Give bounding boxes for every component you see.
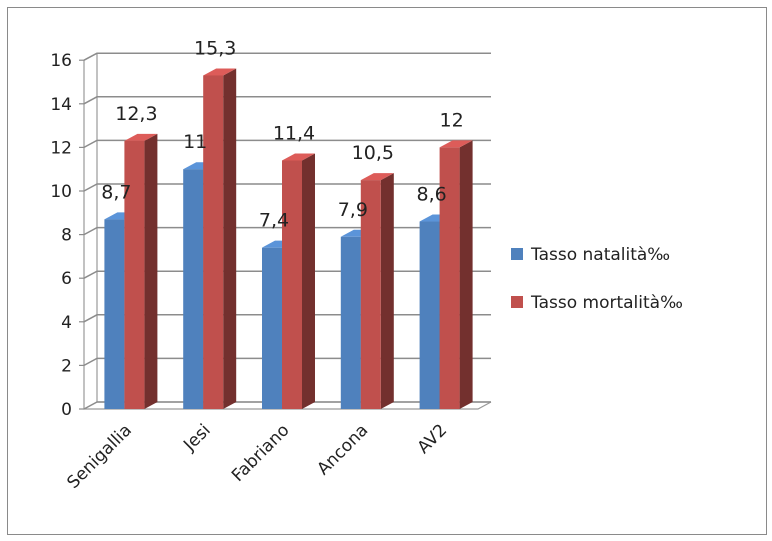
bar (340, 236, 361, 409)
x-tick-label: Senigallia (63, 420, 136, 493)
legend-swatch (511, 248, 523, 260)
gridline (83, 226, 491, 236)
y-tick-label: 14 (50, 95, 72, 115)
gridline (83, 96, 491, 105)
data-label: 8,7 (101, 181, 131, 203)
data-labels: 8,7 12,3 11 15,3 7,4 11,4 7,9 10,5 8,6 12 (101, 37, 463, 231)
bar (419, 221, 440, 409)
bar (360, 180, 381, 409)
bar (183, 169, 204, 409)
data-label: 7,4 (259, 210, 289, 232)
legend: Tasso natalità‰ Tasso mortalità‰ (511, 245, 683, 313)
data-label: 15,3 (194, 37, 236, 59)
gridlines (83, 52, 491, 410)
y-tick-label: 8 (61, 226, 72, 246)
bar-top (439, 140, 473, 148)
data-label: 8,6 (416, 184, 446, 206)
x-tick-label: Jesi (179, 420, 214, 455)
bar (262, 247, 282, 409)
bar (203, 75, 224, 410)
bar-chart: 0 2 4 6 8 10 12 14 16 8,7 12,3 11 15,3 7,4 11,4 7,9 10,… (50, 37, 683, 493)
bar (124, 140, 145, 410)
y-tick-label: 6 (61, 269, 72, 289)
chart-frame: 0 2 4 6 8 10 12 14 16 8,7 12,3 11 15,3 7,4 11,4 7,9 10,… (7, 7, 767, 535)
data-label: 10,5 (352, 142, 394, 164)
legend-label: Tasso natalità‰ (530, 245, 670, 265)
y-tick-label: 10 (50, 182, 72, 202)
y-tick-label: 0 (61, 400, 72, 420)
x-tick-label: Ancona (313, 420, 372, 479)
bar-top (360, 173, 394, 181)
data-label: 7,9 (338, 199, 368, 221)
bar-top (124, 133, 158, 141)
bar (439, 147, 460, 409)
gridline (83, 52, 491, 61)
bar-side (459, 140, 473, 409)
gridline (83, 183, 491, 192)
y-tick-label: 16 (50, 51, 72, 71)
legend-swatch (511, 296, 523, 308)
data-label: 11,4 (273, 122, 315, 144)
y-axis-ticks: 0 2 4 6 8 10 12 14 16 (50, 51, 84, 420)
bar-side (223, 68, 237, 410)
bar (104, 219, 125, 409)
bar-side (380, 173, 394, 409)
data-label: 12,3 (115, 103, 157, 125)
data-label: 11 (183, 131, 207, 153)
y-tick-label: 2 (61, 356, 72, 376)
gridline (83, 139, 491, 149)
y-tick-label: 4 (61, 313, 72, 333)
bar-top (203, 68, 237, 76)
bar-side (302, 153, 315, 409)
y-tick-label: 12 (50, 138, 72, 158)
legend-label: Tasso mortalità‰ (530, 293, 683, 313)
x-tick-label: Fabriano (228, 420, 294, 486)
x-axis-ticks: Senigallia Jesi Fabriano Ancona AV2 (63, 420, 451, 493)
bar-top (282, 153, 315, 161)
bar-side (144, 133, 158, 410)
data-label: 12 (440, 109, 464, 131)
bar (282, 160, 302, 409)
x-tick-label: AV2 (414, 420, 451, 457)
bars (104, 68, 473, 410)
